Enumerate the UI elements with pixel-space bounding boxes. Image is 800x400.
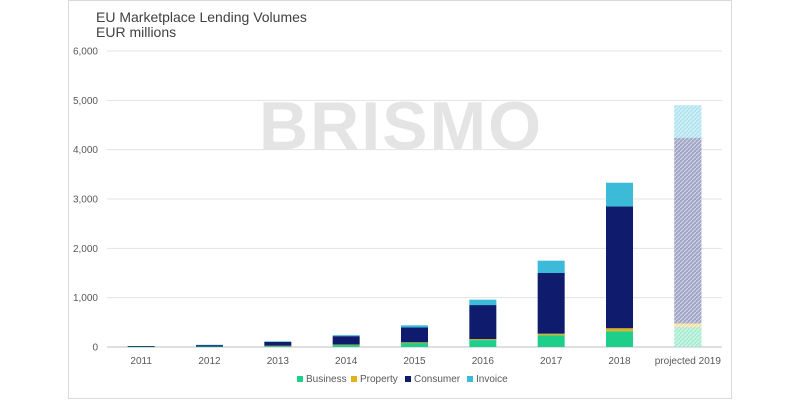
bar-segment-business	[332, 345, 360, 347]
y-tick-label: 5,000	[73, 96, 98, 107]
bars	[127, 105, 702, 348]
y-tick-label: 4,000	[73, 145, 98, 156]
y-tick-label: 1,000	[73, 293, 98, 304]
bar-segment-invoice	[469, 299, 497, 306]
bar-segment-invoice	[196, 344, 223, 346]
legend-label-consumer: Consumer	[414, 374, 461, 385]
legend-swatch-property	[351, 376, 357, 382]
x-tick-label: 2014	[335, 356, 358, 367]
legend-swatch-consumer	[405, 376, 411, 382]
bar-segment-property	[469, 339, 497, 341]
projection-hatch	[674, 137, 702, 324]
bar-segment-consumer	[537, 273, 565, 334]
y-tick-label: 6,000	[73, 47, 98, 58]
bar-segment-property	[537, 333, 565, 336]
bar-segment-property	[264, 345, 292, 347]
y-tick-label: 2,000	[73, 244, 98, 255]
projection-hatch	[674, 105, 702, 138]
x-tick-label: projected 2019	[655, 356, 722, 367]
bar-segment-business	[264, 346, 292, 347]
legend-label-property: Property	[360, 374, 398, 385]
x-tick-label: 2015	[403, 356, 426, 367]
bar-segment-business	[196, 346, 223, 348]
chart-subtitle: EUR millions	[96, 24, 177, 40]
bar-segment-business	[127, 346, 155, 348]
bar-segment-invoice	[537, 260, 565, 273]
legend-swatch-business	[297, 376, 303, 382]
bar-segment-consumer	[127, 346, 155, 347]
bar-segment-business	[469, 340, 497, 347]
legend-label-invoice: Invoice	[476, 374, 508, 385]
projection-hatch	[674, 323, 702, 328]
projection-hatch	[674, 327, 702, 347]
bar-segment-consumer	[469, 305, 497, 340]
bar-segment-consumer	[264, 341, 292, 346]
x-tick-label: 2013	[267, 356, 290, 367]
x-axis: 2011 2012 2013 2014 2015 2016 2017 2018 projecte…	[130, 356, 721, 367]
bar-segment-property	[332, 344, 360, 346]
x-tick-label: 2017	[540, 356, 563, 367]
bar-segment-business	[606, 331, 633, 347]
bar-segment-consumer	[332, 336, 360, 345]
bar-segment-invoice	[401, 325, 428, 328]
bar-segment-business	[537, 335, 565, 347]
y-axis: 0 1,000 2,000 3,000 4,000 5,000 6,000	[73, 47, 98, 354]
bar-segment-business	[401, 343, 428, 347]
bar-segment-invoice	[606, 182, 633, 207]
bar-segment-property	[401, 342, 428, 344]
bar-segment-consumer	[606, 206, 633, 329]
legend-swatch-invoice	[467, 376, 473, 382]
bar-segment-property	[606, 328, 633, 332]
bar-segment-consumer	[401, 327, 428, 343]
x-tick-label: 2011	[130, 356, 152, 367]
watermark-logo: BRISMO	[259, 88, 543, 164]
bar-segment-invoice	[264, 341, 292, 342]
x-tick-label: 2016	[472, 356, 495, 367]
legend-label-business: Business	[306, 374, 347, 385]
legend: Business Property Consumer Invoice	[297, 374, 508, 385]
chart-title: EU Marketplace Lending Volumes	[96, 9, 307, 25]
y-tick-label: 0	[92, 343, 98, 354]
bar-segment-consumer	[196, 345, 223, 347]
y-tick-label: 3,000	[73, 195, 98, 206]
bar-segment-invoice	[332, 335, 360, 337]
x-tick-label: 2018	[608, 356, 631, 367]
x-tick-label: 2012	[198, 356, 221, 367]
